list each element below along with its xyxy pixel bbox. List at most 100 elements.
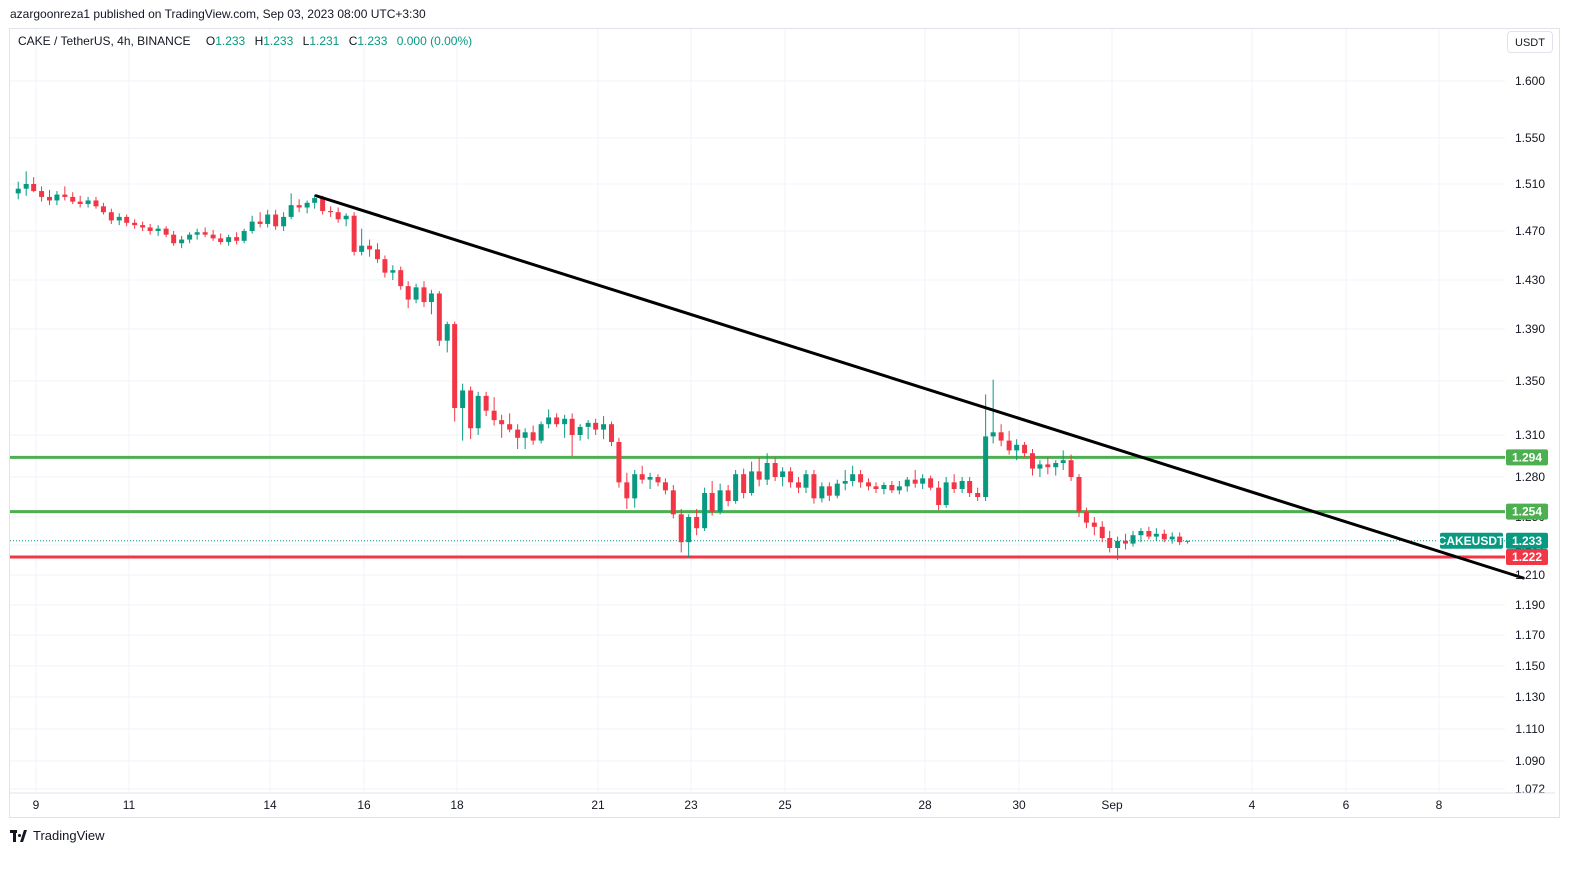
candle-body <box>1006 440 1012 451</box>
candle-body <box>951 482 957 489</box>
candle <box>983 394 989 501</box>
candle-body <box>413 287 419 300</box>
candle-body <box>187 234 193 240</box>
candle-body <box>749 471 755 493</box>
candle <box>155 225 161 236</box>
y-tick-label: 1.090 <box>1515 754 1545 768</box>
candle <box>951 474 957 493</box>
candle <box>577 424 583 441</box>
candle-body <box>593 422 599 430</box>
candle <box>522 428 528 449</box>
close-value: 1.233 <box>357 34 388 48</box>
candle-body <box>725 490 731 501</box>
y-tick-label: 1.310 <box>1515 428 1545 442</box>
candle <box>601 416 607 440</box>
descending-trendline <box>314 194 1525 580</box>
candle-body <box>23 184 29 189</box>
candle <box>1045 457 1051 475</box>
candle <box>444 321 450 353</box>
x-tick-label: 11 <box>123 798 136 812</box>
candle <box>1146 526 1152 540</box>
candle <box>709 481 715 516</box>
candle-body <box>569 418 575 435</box>
y-tick-label: 1.280 <box>1515 470 1545 484</box>
candle-body <box>709 493 715 512</box>
candle-body <box>491 410 497 421</box>
candle <box>100 202 106 215</box>
level-price-label: 1.294 <box>1512 450 1542 464</box>
candle <box>639 465 645 484</box>
candle-body <box>1177 536 1183 543</box>
x-tick-label: 4 <box>1249 798 1256 812</box>
candle-body <box>1099 526 1105 538</box>
x-tick-label: 23 <box>684 798 698 812</box>
candle-body <box>15 188 21 194</box>
candle <box>85 196 91 208</box>
candle-body <box>77 201 83 204</box>
candle-body <box>928 478 934 488</box>
candle-body <box>1029 453 1035 469</box>
candle <box>1177 532 1183 545</box>
candle-body <box>741 474 747 493</box>
candle <box>273 209 279 230</box>
candle <box>296 199 302 213</box>
candle <box>943 477 949 508</box>
candle <box>912 470 918 488</box>
candle-body <box>936 487 942 505</box>
candle <box>1006 430 1012 455</box>
candle <box>632 470 638 508</box>
time-axis: 9 11 14 16 18 21 23 25 28 30 Sep 4 6 8 <box>10 792 1555 812</box>
candle-body <box>1153 533 1159 537</box>
candle <box>304 200 310 214</box>
candle <box>1123 533 1129 550</box>
candle <box>265 209 271 228</box>
candle <box>124 214 130 227</box>
candle <box>452 321 458 422</box>
high-value: 1.233 <box>263 34 294 48</box>
candle <box>483 391 489 417</box>
y-tick-label: 1.190 <box>1515 598 1545 612</box>
symbol-tag-label: CAKEUSDT <box>1438 534 1505 548</box>
open-value: 1.233 <box>215 34 246 48</box>
candle-body <box>678 514 684 543</box>
candle-body <box>585 422 591 427</box>
candle-body <box>998 432 1004 441</box>
candle-body <box>31 184 37 192</box>
currency-button[interactable]: USDT <box>1507 31 1553 53</box>
candle <box>1037 460 1043 477</box>
candle <box>936 481 942 511</box>
level-price-tag <box>1506 449 1548 466</box>
candle-body <box>624 482 630 499</box>
candle-body <box>179 239 185 244</box>
candle <box>1022 442 1028 458</box>
candle <box>538 421 544 444</box>
candle-body <box>647 477 653 480</box>
candle <box>460 383 466 441</box>
candle-body <box>85 200 91 204</box>
candle <box>77 195 83 208</box>
candle-body <box>662 482 668 491</box>
candle-body <box>1076 477 1082 512</box>
price-tags: 1.294 1.254 1.222 CAKEUSDT 1.233 <box>1438 449 1548 565</box>
y-tick-label: 1.550 <box>1515 131 1545 145</box>
candle <box>975 487 981 501</box>
candle-body <box>686 517 692 543</box>
candle-body <box>62 194 68 197</box>
candle <box>249 215 255 234</box>
candle <box>998 424 1004 447</box>
candle <box>1161 529 1167 543</box>
horizontal-levels <box>10 455 1505 559</box>
tradingview-brand[interactable]: TradingView <box>10 828 105 843</box>
candle <box>343 213 349 227</box>
candle <box>655 474 661 487</box>
brand-name: TradingView <box>33 828 105 843</box>
candle <box>335 207 341 223</box>
level-price-label: 1.254 <box>1512 505 1542 519</box>
candle <box>569 413 575 456</box>
candle <box>359 228 365 256</box>
candle <box>218 233 224 245</box>
candle-body <box>100 206 106 213</box>
y-tick-label: 1.350 <box>1515 374 1545 388</box>
symbol-title[interactable]: CAKE / TetherUS, 4h, BINANCE <box>18 34 191 48</box>
